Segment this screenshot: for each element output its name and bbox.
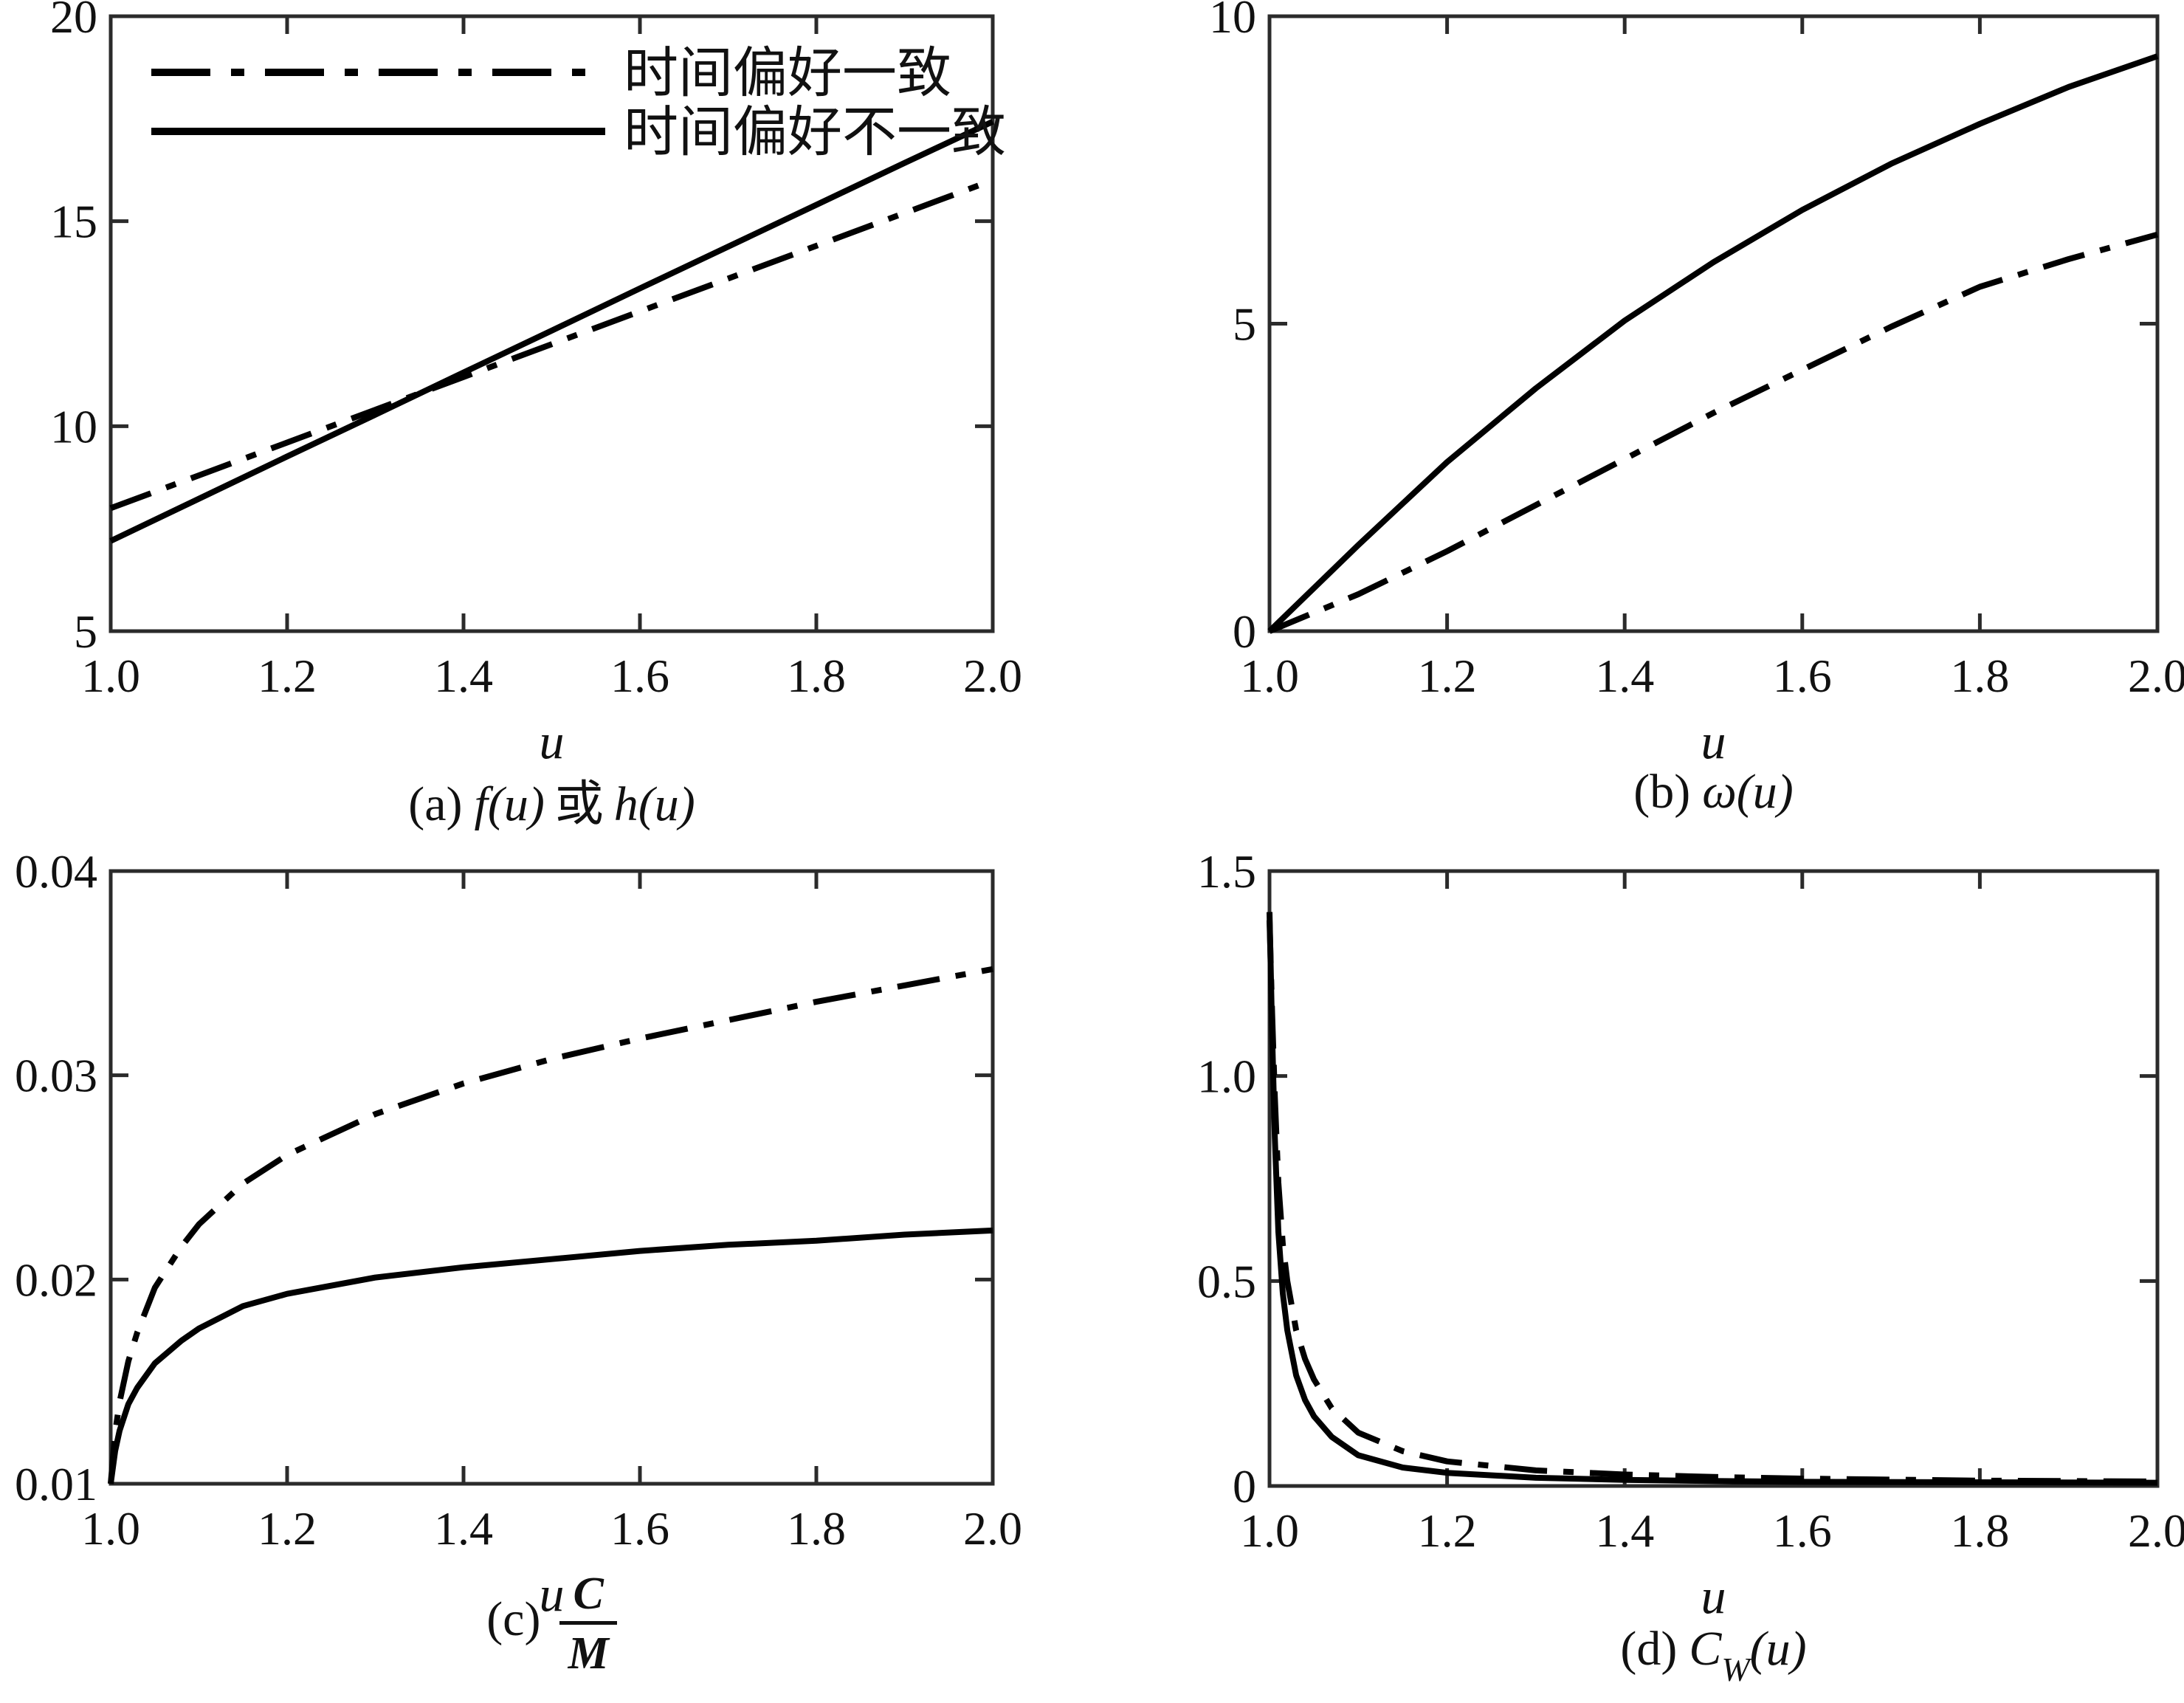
subplot-c: 1.0 1.2 1.4 1.6 1.8 2.0 0.01 0.02 0.03 0.04 u [0, 854, 1092, 1703]
x-tick-label: 1.2 [258, 1502, 317, 1555]
caption-d-subscript: W [1721, 1651, 1750, 1688]
series-dashdot [1267, 920, 2158, 1484]
x-tick-label: 1.0 [1240, 1504, 1299, 1557]
subplot-d: 1.0 1.2 1.4 1.6 1.8 2.0 0 0.5 1.0 1.5 u [1092, 854, 2184, 1703]
axes-box [1267, 869, 2160, 1488]
x-axis-label: u [540, 1566, 565, 1622]
x-tick-label: 1.6 [610, 1502, 669, 1555]
x-tick-label: 1.2 [258, 650, 317, 702]
caption-d-base: C [1689, 1622, 1722, 1676]
caption-a: (a) f(u) 或 h(u) [111, 764, 993, 835]
series-solid [1267, 53, 2159, 633]
x-tick-label: 1.2 [1418, 1504, 1477, 1557]
subplot-b-chart: 1.0 1.2 1.4 1.6 1.8 2.0 0 5 10 u [1209, 0, 2184, 769]
y-tick-label: 1.5 [1197, 854, 1256, 898]
subplot-d-chart: 1.0 1.2 1.4 1.6 1.8 2.0 0 0.5 1.0 1.5 u [1197, 854, 2184, 1624]
caption-b: (b) ω(u) [1270, 764, 2157, 820]
x-tick-label: 1.4 [434, 1502, 493, 1555]
y-tick-label: 0 [1233, 1460, 1256, 1513]
caption-a-formula-f: f(u) [474, 777, 545, 831]
caption-c-numerator: C [559, 1571, 617, 1625]
axes-box [108, 869, 995, 1486]
subplot-c-chart: 1.0 1.2 1.4 1.6 1.8 2.0 0.01 0.02 0.03 0.04 u [15, 854, 1022, 1622]
y-tick-label: 5 [1233, 298, 1256, 351]
y-tick-label: 0 [1233, 605, 1256, 658]
x-tick-label: 1.8 [787, 650, 846, 702]
caption-b-formula: ω(u) [1702, 765, 1794, 819]
x-tick-label: 1.6 [610, 650, 669, 702]
caption-a-conjunction: 或 [554, 777, 604, 831]
x-axis-label: u [540, 713, 565, 769]
subplot-a: 1.0 1.2 1.4 1.6 1.8 2.0 5 10 15 20 u 时间偏好一致 时间偏好不一致 [0, 0, 1092, 849]
x-tick-label: 1.0 [1240, 650, 1299, 702]
x-tick-label: 1.6 [1773, 650, 1832, 702]
x-axis-label: u [1701, 1568, 1726, 1624]
y-tick-label: 0.03 [15, 1050, 97, 1102]
y-tick-label: 0.01 [15, 1458, 97, 1510]
caption-c-denominator: M [568, 1628, 609, 1679]
caption-d-arg: (u) [1749, 1622, 1807, 1676]
x-tick-label: 1.4 [434, 650, 493, 702]
x-tick-label: 1.8 [1950, 1504, 2009, 1557]
legend-label: 时间偏好不一致 [624, 103, 1006, 163]
x-tick-label: 1.2 [1418, 650, 1477, 702]
legend-label: 时间偏好一致 [624, 44, 951, 104]
caption-d-prefix: (d) [1620, 1622, 1678, 1676]
x-tick-label: 2.0 [2128, 650, 2184, 702]
x-tick-label: 2.0 [2128, 1504, 2184, 1557]
y-tick-label: 0.02 [15, 1253, 97, 1306]
y-tick-label: 0.5 [1197, 1255, 1256, 1307]
y-tick-label: 15 [50, 196, 97, 248]
x-tick-label: 1.4 [1595, 650, 1654, 702]
x-tick-label: 2.0 [963, 1502, 1022, 1555]
x-tick-label: 1.0 [81, 1502, 140, 1555]
y-tick-label: 10 [50, 400, 97, 453]
caption-c-prefix: (c) [486, 1592, 541, 1646]
series-dashdot [1268, 231, 2159, 634]
y-tick-label: 1.0 [1197, 1050, 1256, 1103]
subplot-b: 1.0 1.2 1.4 1.6 1.8 2.0 0 5 10 u [1092, 0, 2184, 849]
caption-a-formula-h: h(u) [613, 777, 695, 831]
x-axis-label: u [1701, 713, 1726, 769]
x-tick-label: 1.0 [81, 650, 140, 702]
y-tick-label: 0.04 [15, 854, 97, 898]
series-solid [109, 119, 994, 544]
caption-a-prefix: (a) [408, 777, 463, 831]
y-tick-label: 5 [74, 605, 97, 658]
x-tick-label: 2.0 [963, 650, 1022, 702]
axes-box [108, 14, 995, 633]
x-tick-label: 1.8 [787, 1502, 846, 1555]
series-solid [1267, 912, 2158, 1486]
y-tick-label: 10 [1209, 0, 1256, 43]
series-dashdot [109, 177, 994, 512]
series-dashdot [108, 966, 993, 1484]
caption-c: (c) C M [111, 1571, 993, 1676]
series-solid [108, 1227, 993, 1484]
x-tick-label: 1.4 [1595, 1504, 1654, 1557]
x-tick-label: 1.6 [1773, 1504, 1832, 1557]
y-tick-label: 20 [50, 0, 97, 43]
x-tick-label: 1.8 [1950, 650, 2009, 702]
caption-d: (d) CW(u) [1270, 1621, 2157, 1689]
caption-b-prefix: (b) [1633, 765, 1691, 819]
